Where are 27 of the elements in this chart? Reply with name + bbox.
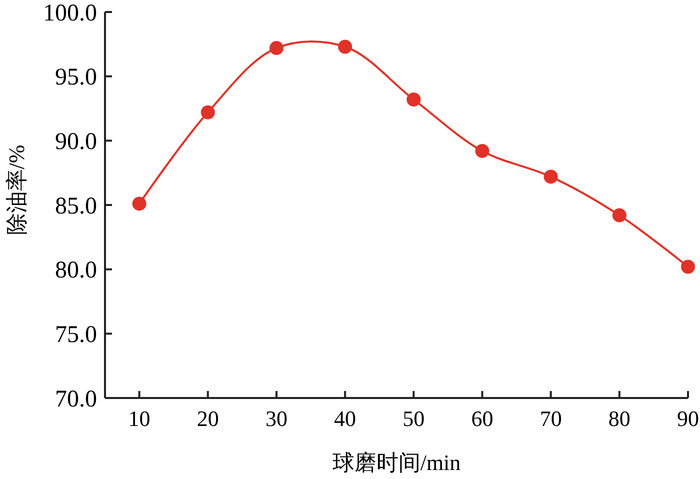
x-tick-label: 90 bbox=[677, 406, 699, 431]
x-tick-label: 60 bbox=[471, 406, 494, 431]
x-tick-label: 20 bbox=[196, 406, 219, 431]
x-tick-label: 80 bbox=[608, 406, 630, 431]
y-tick-label: 70.0 bbox=[55, 386, 97, 412]
point bbox=[338, 40, 352, 54]
point bbox=[681, 260, 695, 274]
y-tick-label: 100.0 bbox=[43, 0, 97, 26]
y-tick-label: 90.0 bbox=[55, 129, 97, 156]
point bbox=[406, 92, 421, 106]
x-tick-label: 10 bbox=[128, 406, 150, 431]
point bbox=[544, 170, 558, 184]
y-tick-label: 95.0 bbox=[55, 64, 97, 91]
x-tick-label: 30 bbox=[265, 406, 288, 431]
point bbox=[200, 105, 215, 120]
x-axis-title: 球磨时间/min bbox=[332, 450, 461, 475]
y-tick-label: 75.0 bbox=[55, 322, 97, 348]
x-tick-label: 50 bbox=[402, 406, 425, 431]
y-axis-title: 除油率/% bbox=[4, 144, 29, 236]
y-tick-label: 85.0 bbox=[55, 193, 97, 220]
point bbox=[269, 41, 284, 56]
x-tick-label: 40 bbox=[334, 406, 356, 431]
x-tick-label: 70 bbox=[540, 406, 562, 431]
point bbox=[475, 144, 490, 158]
y-tick-label: 80.0 bbox=[55, 258, 97, 284]
point bbox=[132, 196, 146, 211]
point bbox=[612, 208, 626, 222]
